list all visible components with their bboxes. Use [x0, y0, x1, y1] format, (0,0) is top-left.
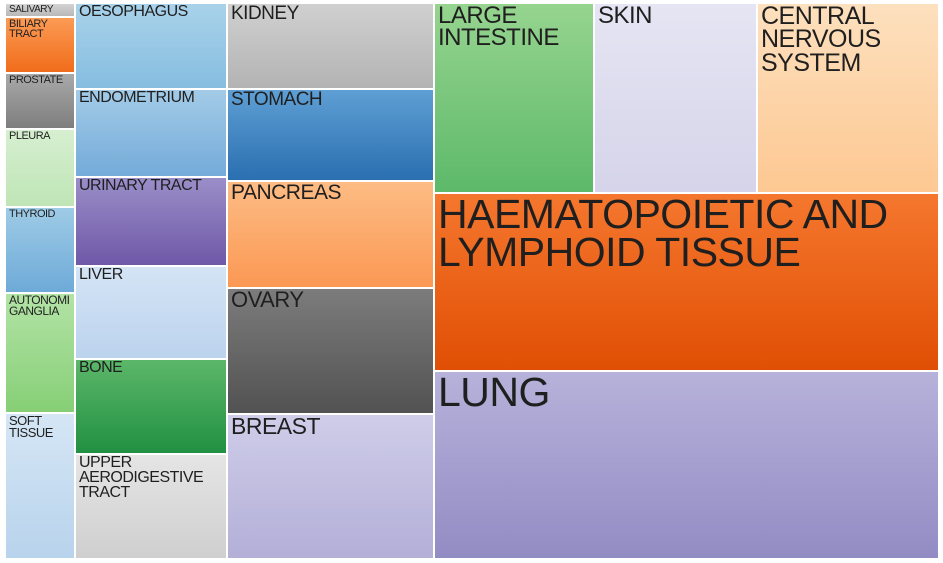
treemap-tile-haematopoietic-and-lymphoid-tissue[interactable]: HAEMATOPOIETIC AND LYMPHOID TISSUE [434, 193, 939, 371]
treemap-label: SALIVARY [9, 4, 54, 15]
treemap-tile-salivary[interactable]: SALIVARY [5, 3, 75, 17]
treemap-label: LARGE INTESTINE [438, 3, 559, 52]
treemap-label: PANCREAS [231, 181, 341, 204]
treemap-label: THYROID [9, 208, 56, 220]
treemap-label: BREAST [231, 414, 321, 439]
treemap-tile-lung[interactable]: LUNG [434, 371, 939, 559]
treemap-tile-large-intestine[interactable]: LARGE INTESTINE [434, 3, 594, 193]
treemap-label: BONE [79, 359, 123, 376]
treemap-label: PROSTATE [9, 74, 63, 86]
treemap-label: SOFT TISSUE [9, 413, 53, 441]
treemap-tile-prostate[interactable]: PROSTATE [5, 73, 75, 129]
treemap-tile-pancreas[interactable]: PANCREAS [227, 181, 434, 288]
treemap-tile-skin[interactable]: SKIN [594, 3, 757, 193]
treemap-tile-pleura[interactable]: PLEURA [5, 129, 75, 207]
treemap-label: HAEMATOPOIETIC AND LYMPHOID TISSUE [438, 193, 888, 276]
treemap-label: OVARY [231, 288, 304, 312]
treemap-tile-endometrium[interactable]: ENDOMETRIUM [75, 89, 227, 177]
treemap-label: STOMACH [231, 89, 323, 110]
treemap-label: OESOPHAGUS [79, 3, 188, 20]
treemap-label: SKIN [598, 3, 653, 29]
treemap-label: ENDOMETRIUM [79, 89, 195, 106]
treemap-label: BILIARY TRACT [9, 18, 48, 41]
treemap-tile-liver[interactable]: LIVER [75, 266, 227, 359]
treemap-tile-soft-tissue[interactable]: SOFT TISSUE [5, 413, 75, 559]
treemap-tile-upper-aerodigestive-tract[interactable]: UPPER AERODIGESTIVE TRACT [75, 454, 227, 559]
treemap-tile-urinary-tract[interactable]: URINARY TRACT [75, 177, 227, 266]
treemap-tile-ovary[interactable]: OVARY [227, 288, 434, 414]
treemap-tile-autonomic-ganglia[interactable]: AUTONOMI GANGLIA [5, 293, 75, 413]
treemap-tile-biliary-tract[interactable]: BILIARY TRACT [5, 17, 75, 73]
treemap-label: LUNG [438, 371, 550, 415]
treemap-tile-stomach[interactable]: STOMACH [227, 89, 434, 181]
treemap-tile-oesophagus[interactable]: OESOPHAGUS [75, 3, 227, 89]
treemap-tile-breast[interactable]: BREAST [227, 414, 434, 559]
treemap-label: PLEURA [9, 130, 51, 142]
treemap-label: UPPER AERODIGESTIVE TRACT [79, 454, 204, 501]
treemap-tile-central-nervous-system[interactable]: CENTRAL NERVOUS SYSTEM [757, 3, 939, 193]
treemap-tile-bone[interactable]: BONE [75, 359, 227, 454]
treemap-tile-thyroid[interactable]: THYROID [5, 207, 75, 293]
treemap-tile-kidney[interactable]: KIDNEY [227, 3, 434, 89]
treemap-label: KIDNEY [231, 3, 299, 24]
treemap-label: LIVER [79, 266, 123, 283]
treemap-label: AUTONOMI GANGLIA [9, 293, 70, 319]
treemap-label: URINARY TRACT [79, 177, 202, 194]
treemap-label: CENTRAL NERVOUS SYSTEM [761, 3, 881, 77]
